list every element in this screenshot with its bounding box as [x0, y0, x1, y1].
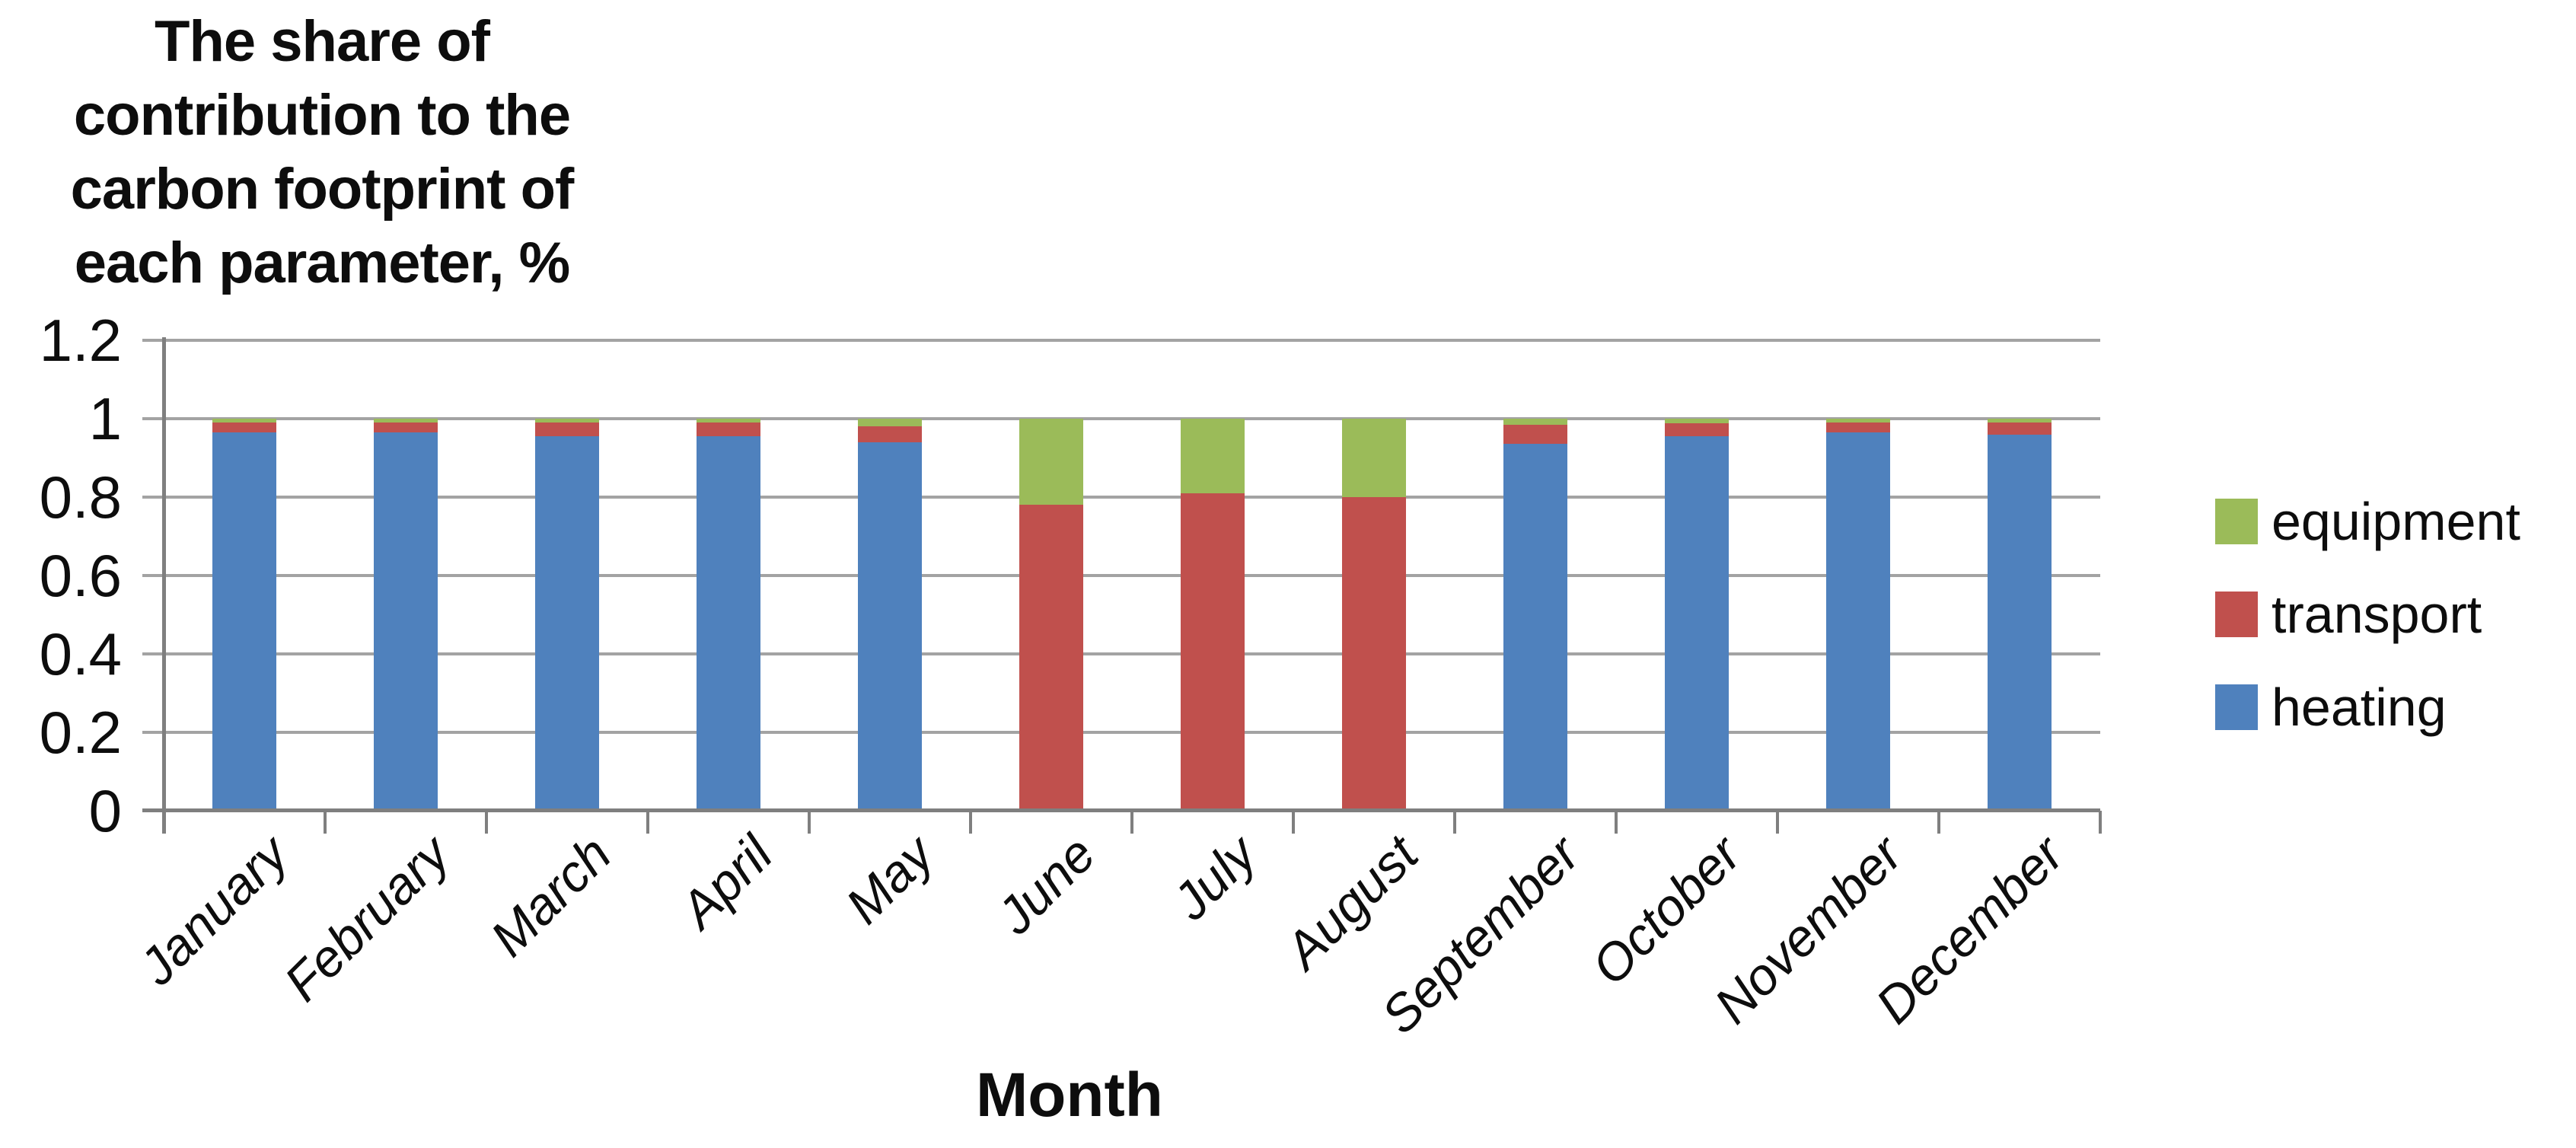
legend-label-equipment: equipment — [2272, 492, 2520, 551]
bar-may — [858, 340, 922, 811]
x-axis-tick — [1453, 811, 1456, 834]
bar-segment-heating-september — [1503, 444, 1567, 811]
y-tick-label-0.4: 0.4 — [39, 620, 122, 687]
y-tick-label-0.6: 0.6 — [39, 542, 122, 609]
equipment-swatch-icon — [2215, 499, 2258, 544]
x-axis-tick — [324, 811, 327, 834]
bar-segment-equipment-october — [1665, 419, 1729, 424]
bar-june — [1019, 340, 1083, 811]
y-tick-label-1.2: 1.2 — [39, 307, 122, 374]
bar-segment-transport-may — [858, 426, 922, 442]
legend: equipment transport heating — [2215, 493, 2520, 735]
x-axis-tick — [485, 811, 488, 834]
bar-segment-equipment-november — [1826, 419, 1890, 423]
bar-segment-heating-january — [212, 432, 276, 811]
bar-december — [1988, 340, 2052, 811]
y-tick-label-1: 1 — [88, 385, 122, 452]
bar-july — [1181, 340, 1245, 811]
gridline-0.6 — [142, 574, 2100, 577]
legend-item-transport: transport — [2215, 586, 2520, 643]
bar-segment-equipment-march — [535, 419, 599, 423]
x-axis-line — [142, 808, 2100, 812]
y-axis-line — [162, 337, 166, 834]
bar-february — [374, 340, 438, 811]
bar-segment-heating-february — [374, 432, 438, 811]
bar-segment-transport-september — [1503, 424, 1567, 445]
bar-segment-transport-november — [1826, 423, 1890, 433]
x-axis-title: Month — [976, 1060, 1163, 1130]
bar-segment-heating-april — [697, 436, 760, 811]
bar-segment-transport-december — [1988, 423, 2052, 435]
bar-segment-equipment-may — [858, 419, 922, 427]
x-axis-tick — [808, 811, 811, 834]
gridline-1 — [142, 417, 2100, 420]
bar-october — [1665, 340, 1729, 811]
y-tick-label-0.8: 0.8 — [39, 464, 122, 531]
gridline-0.2 — [142, 731, 2100, 734]
bar-segment-heating-november — [1826, 432, 1890, 811]
gridline-0.4 — [142, 652, 2100, 655]
bar-segment-heating-october — [1665, 436, 1729, 811]
bar-segment-equipment-june — [1019, 419, 1083, 505]
y-tick-label-0: 0 — [88, 777, 122, 844]
x-axis-tick — [2099, 811, 2102, 834]
bar-segment-equipment-december — [1988, 419, 2052, 423]
bar-segment-equipment-july — [1181, 419, 1245, 493]
bar-segment-heating-march — [535, 436, 599, 811]
y-tick-label-0.2: 0.2 — [39, 699, 122, 766]
bar-segment-transport-february — [374, 423, 438, 433]
x-axis-tick — [1776, 811, 1779, 834]
x-axis-tick — [646, 811, 649, 834]
bar-august — [1342, 340, 1406, 811]
bar-segment-equipment-february — [374, 419, 438, 423]
bar-november — [1826, 340, 1890, 811]
bar-segment-equipment-january — [212, 419, 276, 423]
legend-item-equipment: equipment — [2215, 493, 2520, 550]
bar-segment-heating-may — [858, 442, 922, 811]
bar-segment-equipment-august — [1342, 419, 1406, 497]
legend-label-heating: heating — [2272, 678, 2447, 737]
x-axis-tick — [969, 811, 972, 834]
x-axis-tick — [1937, 811, 1940, 834]
bar-segment-transport-january — [212, 423, 276, 433]
heating-swatch-icon — [2215, 684, 2258, 730]
bar-segment-equipment-april — [697, 419, 760, 423]
bar-march — [535, 340, 599, 811]
transport-swatch-icon — [2215, 592, 2258, 637]
bar-january — [212, 340, 276, 811]
bar-segment-transport-march — [535, 423, 599, 437]
x-axis-tick — [1130, 811, 1133, 834]
gridline-0.8 — [142, 496, 2100, 499]
bar-segment-transport-october — [1665, 423, 1729, 437]
bar-segment-heating-december — [1988, 434, 2052, 811]
plot-area: 0 0.2 0.4 0.6 0.8 1 1.2 January February March Apr… — [40, 311, 2102, 1045]
bar-segment-transport-july — [1181, 493, 1245, 811]
x-axis-tick — [1292, 811, 1295, 834]
gridline-1.2 — [142, 339, 2100, 342]
bar-segment-transport-august — [1342, 497, 1406, 811]
legend-label-transport: transport — [2272, 585, 2482, 644]
x-axis-tick — [1615, 811, 1618, 834]
chart-title: The share of contribution to the carbon … — [70, 9, 575, 295]
bar-segment-equipment-september — [1503, 419, 1567, 425]
bar-september — [1503, 340, 1567, 811]
legend-item-heating: heating — [2215, 679, 2520, 735]
bar-segment-transport-april — [697, 423, 760, 437]
bar-april — [697, 340, 760, 811]
bar-segment-transport-june — [1019, 505, 1083, 811]
